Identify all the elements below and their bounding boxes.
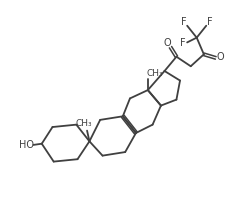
Text: O: O [216,52,224,62]
Text: F: F [180,38,185,48]
Text: O: O [164,38,171,48]
Text: F: F [207,17,213,27]
Text: F: F [182,17,187,27]
Text: CH₃: CH₃ [76,119,93,128]
Text: CH₃: CH₃ [147,69,163,78]
Text: HO: HO [19,140,34,150]
